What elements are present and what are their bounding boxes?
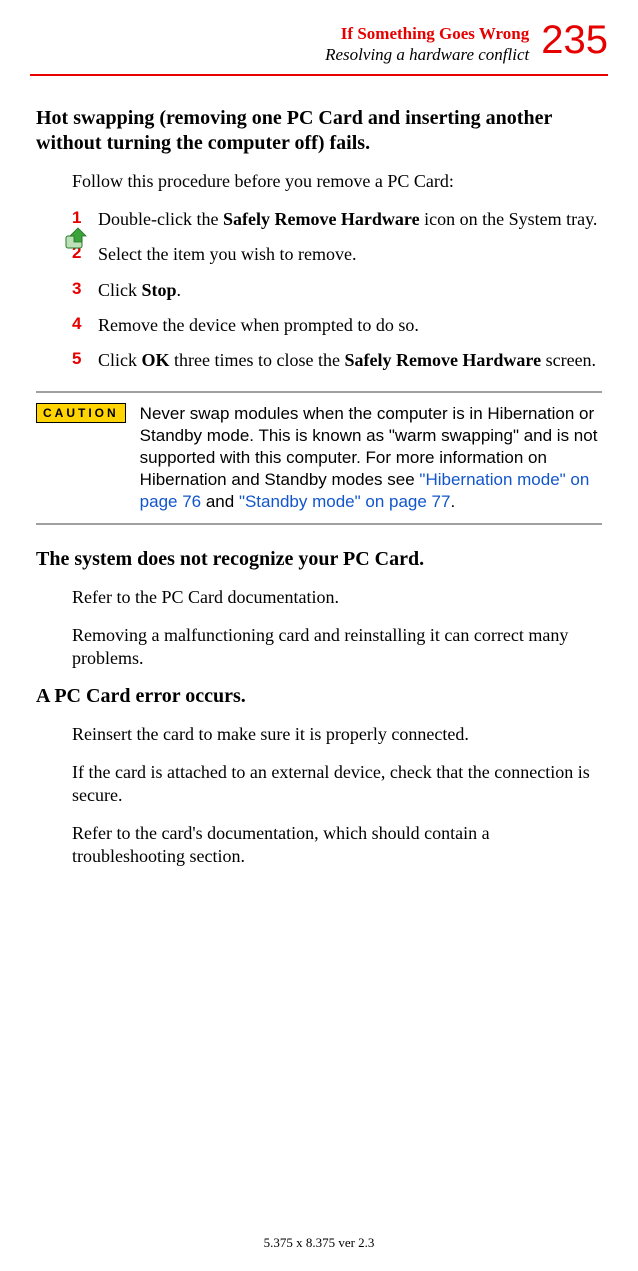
page-footer: 5.375 x 8.375 ver 2.3	[0, 1235, 638, 1251]
caution-text: Never swap modules when the computer is …	[140, 403, 602, 513]
caution-block: CAUTION Never swap modules when the comp…	[36, 391, 602, 525]
topic-title-text: Hot swapping (removing one PC Card and i…	[36, 107, 552, 154]
step-bold: Safely Remove Hardware	[223, 209, 420, 229]
step-5: 5 Click OK three times to close the Safe…	[72, 349, 602, 372]
step-1: 1 Double-click the Safely Remove Hardwar…	[72, 208, 602, 231]
topic3-p2: If the card is attached to an external d…	[72, 761, 602, 808]
safely-remove-hardware-icon	[64, 224, 92, 252]
page-number: 235	[541, 20, 608, 60]
topic-title-period: .	[365, 132, 370, 154]
header-text-block: If Something Goes Wrong Resolving a hard…	[325, 20, 529, 66]
header-rule	[30, 74, 608, 76]
step-post: screen.	[541, 350, 596, 370]
step-text: Select the item you wish to remove.	[98, 243, 602, 266]
topic-pc-card-error-title: A PC Card error occurs.	[36, 684, 602, 709]
step-4: 4 Remove the device when prompted to do …	[72, 314, 602, 337]
step-bold: Stop	[142, 280, 177, 300]
step-num: 5	[72, 349, 98, 369]
caution-label: CAUTION	[36, 403, 126, 423]
step-bold2: Safely Remove Hardware	[344, 350, 541, 370]
header-section: Resolving a hardware conflict	[325, 44, 529, 66]
step-mid: three times to close the	[170, 350, 345, 370]
topic-hot-swapping-title: Hot swapping (removing one PC Card and i…	[36, 106, 602, 156]
topic1-intro: Follow this procedure before you remove …	[72, 170, 602, 193]
step-3: 3 Click Stop.	[72, 279, 602, 302]
header-chapter: If Something Goes Wrong	[325, 24, 529, 44]
topic2-p1: Refer to the PC Card documentation.	[72, 586, 602, 609]
step-num: 3	[72, 279, 98, 299]
step-num: 4	[72, 314, 98, 334]
topic1-steps: 1 Double-click the Safely Remove Hardwar…	[72, 208, 602, 373]
step-pre: Click	[98, 350, 142, 370]
topic3-p1: Reinsert the card to make sure it is pro…	[72, 723, 602, 746]
step-post: icon on the System tray.	[420, 209, 598, 229]
step-text: Remove the device when prompted to do so…	[98, 314, 602, 337]
link-standby-mode[interactable]: "Standby mode" on page 77	[239, 492, 451, 511]
step-bold: OK	[142, 350, 170, 370]
step-pre: Click	[98, 280, 142, 300]
step-text: Click Stop.	[98, 279, 602, 302]
step-text: Click OK three times to close the Safely…	[98, 349, 602, 372]
topic2-title-period: .	[419, 548, 424, 570]
topic2-title-text: The system does not recognize your PC Ca…	[36, 548, 419, 570]
caution-text-c: .	[450, 492, 455, 511]
topic2-p2: Removing a malfunctioning card and reins…	[72, 624, 602, 671]
step-text: Double-click the Safely Remove Hardware …	[98, 208, 602, 231]
page-header: If Something Goes Wrong Resolving a hard…	[30, 20, 608, 66]
step-pre: Select the item you wish to remove.	[98, 244, 356, 264]
step-pre: Double-click the	[98, 209, 223, 229]
step-2: 2 Select the item you wish to remove.	[72, 243, 602, 266]
step-pre: Remove the device when prompted to do so…	[98, 315, 419, 335]
step-post: .	[177, 280, 182, 300]
topic-not-recognize-title: The system does not recognize your PC Ca…	[36, 547, 602, 572]
caution-text-b: and	[201, 492, 239, 511]
topic3-p3: Refer to the card's documentation, which…	[72, 822, 602, 869]
